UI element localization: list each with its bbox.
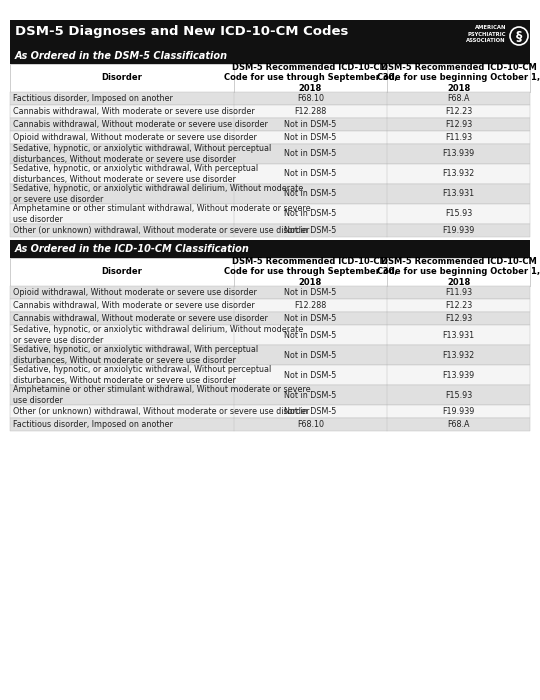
Bar — [10, 312, 530, 325]
Text: F12.23: F12.23 — [445, 107, 472, 116]
Bar — [10, 224, 530, 237]
Text: F12.288: F12.288 — [294, 301, 326, 310]
Bar — [10, 258, 530, 286]
Bar — [10, 118, 530, 131]
Text: F12.93: F12.93 — [445, 120, 472, 129]
Text: Disorder: Disorder — [102, 267, 142, 276]
Text: Not in DSM-5: Not in DSM-5 — [284, 391, 336, 400]
Bar — [10, 164, 530, 184]
Text: Amphetamine or other stimulant withdrawal, Without moderate or severe
use disord: Amphetamine or other stimulant withdrawa… — [13, 385, 310, 405]
Bar — [10, 184, 530, 204]
Text: Not in DSM-5: Not in DSM-5 — [284, 209, 336, 218]
Bar — [10, 144, 530, 164]
Text: Sedative, hypnotic, or anxiolytic withdrawal, With perceptual
disturbances, With: Sedative, hypnotic, or anxiolytic withdr… — [13, 345, 258, 365]
Text: DSM-5 Recommended ICD-10-CM
Code for use through September 30,
2018: DSM-5 Recommended ICD-10-CM Code for use… — [224, 63, 397, 93]
Text: Factitious disorder, Imposed on another: Factitious disorder, Imposed on another — [13, 420, 173, 429]
Text: Not in DSM-5: Not in DSM-5 — [284, 330, 336, 340]
Bar — [10, 64, 530, 92]
Text: F12.288: F12.288 — [294, 107, 326, 116]
Text: Not in DSM-5: Not in DSM-5 — [284, 226, 336, 235]
Text: Disorder: Disorder — [102, 74, 142, 83]
Bar — [10, 92, 530, 105]
Text: Cannabis withdrawal, Without moderate or severe use disorder: Cannabis withdrawal, Without moderate or… — [13, 120, 268, 129]
Text: Not in DSM-5: Not in DSM-5 — [284, 150, 336, 158]
Bar — [10, 405, 530, 418]
Text: Amphetamine or other stimulant withdrawal, Without moderate or severe
use disord: Amphetamine or other stimulant withdrawa… — [13, 204, 310, 224]
Bar — [10, 365, 530, 385]
Text: Sedative, hypnotic, or anxiolytic withdrawal, Without perceptual
disturbances, W: Sedative, hypnotic, or anxiolytic withdr… — [13, 365, 271, 385]
Text: F68.10: F68.10 — [297, 420, 324, 429]
Text: Not in DSM-5: Not in DSM-5 — [284, 288, 336, 297]
Text: F13.931: F13.931 — [442, 190, 475, 199]
Text: Cannabis withdrawal, Without moderate or severe use disorder: Cannabis withdrawal, Without moderate or… — [13, 314, 268, 323]
Bar — [10, 131, 530, 144]
Text: Sedative, hypnotic, or anxiolytic withdrawal, Without perceptual
disturbances, W: Sedative, hypnotic, or anxiolytic withdr… — [13, 144, 271, 164]
Text: Sedative, hypnotic, or anxiolytic withdrawal, With perceptual
disturbances, With: Sedative, hypnotic, or anxiolytic withdr… — [13, 164, 258, 183]
Text: Other (or unknown) withdrawal, Without moderate or severe use disorder: Other (or unknown) withdrawal, Without m… — [13, 407, 309, 416]
Text: F11.93: F11.93 — [445, 288, 472, 297]
Text: F19.939: F19.939 — [442, 226, 475, 235]
Text: F68.A: F68.A — [447, 420, 470, 429]
Text: F13.939: F13.939 — [442, 370, 475, 379]
Bar — [10, 299, 530, 312]
Text: Not in DSM-5: Not in DSM-5 — [284, 133, 336, 142]
Text: F19.939: F19.939 — [442, 407, 475, 416]
Text: F15.93: F15.93 — [445, 209, 472, 218]
Text: F68.10: F68.10 — [297, 94, 324, 103]
Text: Opioid withdrawal, Without moderate or severe use disorder: Opioid withdrawal, Without moderate or s… — [13, 133, 257, 142]
Text: Other (or unknown) withdrawal, Without moderate or severe use disorder: Other (or unknown) withdrawal, Without m… — [13, 226, 309, 235]
Text: Not in DSM-5: Not in DSM-5 — [284, 351, 336, 360]
Text: Not in DSM-5: Not in DSM-5 — [284, 370, 336, 379]
Bar — [10, 325, 530, 345]
Text: Not in DSM-5: Not in DSM-5 — [284, 190, 336, 199]
Bar — [10, 286, 530, 299]
Text: F13.939: F13.939 — [442, 150, 475, 158]
Text: Not in DSM-5: Not in DSM-5 — [284, 169, 336, 178]
Text: As Ordered in the ICD-10-CM Classification: As Ordered in the ICD-10-CM Classificati… — [15, 244, 250, 254]
Text: DSM-5 Recommended ICD-10-CM
Code for use through September 30,
2018: DSM-5 Recommended ICD-10-CM Code for use… — [224, 257, 397, 287]
Text: F13.932: F13.932 — [442, 351, 475, 360]
Text: F11.93: F11.93 — [445, 133, 472, 142]
Text: Not in DSM-5: Not in DSM-5 — [284, 407, 336, 416]
Bar — [10, 345, 530, 365]
Bar — [10, 240, 530, 258]
Bar — [10, 20, 530, 64]
Text: F15.93: F15.93 — [445, 391, 472, 400]
Text: F13.931: F13.931 — [442, 330, 475, 340]
Bar — [10, 105, 530, 118]
Text: DSM-5 Recommended ICD-10-CM
Code for use beginning October 1,
2018: DSM-5 Recommended ICD-10-CM Code for use… — [377, 63, 540, 93]
Text: Sedative, hypnotic, or anxiolytic withdrawal delirium, Without moderate
or sever: Sedative, hypnotic, or anxiolytic withdr… — [13, 184, 303, 204]
Text: Factitious disorder, Imposed on another: Factitious disorder, Imposed on another — [13, 94, 173, 103]
Text: F12.93: F12.93 — [445, 314, 472, 323]
Bar — [10, 418, 530, 431]
Text: §: § — [516, 29, 522, 43]
Text: Not in DSM-5: Not in DSM-5 — [284, 120, 336, 129]
Text: Not in DSM-5: Not in DSM-5 — [284, 314, 336, 323]
Text: F13.932: F13.932 — [442, 169, 475, 178]
Text: As Ordered in the DSM-5 Classification: As Ordered in the DSM-5 Classification — [15, 51, 228, 61]
Text: Opioid withdrawal, Without moderate or severe use disorder: Opioid withdrawal, Without moderate or s… — [13, 288, 257, 297]
Text: DSM-5 Recommended ICD-10-CM
Code for use beginning October 1,
2018: DSM-5 Recommended ICD-10-CM Code for use… — [377, 257, 540, 287]
Text: Cannabis withdrawal, With moderate or severe use disorder: Cannabis withdrawal, With moderate or se… — [13, 301, 255, 310]
Bar — [10, 385, 530, 405]
Text: F12.23: F12.23 — [445, 301, 472, 310]
Text: F68.A: F68.A — [447, 94, 470, 103]
Text: Sedative, hypnotic, or anxiolytic withdrawal delirium, Without moderate
or sever: Sedative, hypnotic, or anxiolytic withdr… — [13, 326, 303, 344]
Text: DSM-5 Diagnoses and New ICD-10-CM Codes: DSM-5 Diagnoses and New ICD-10-CM Codes — [15, 25, 348, 38]
Text: AMERICAN
PSYCHIATRIC
ASSOCIATION: AMERICAN PSYCHIATRIC ASSOCIATION — [467, 25, 506, 43]
Text: Cannabis withdrawal, With moderate or severe use disorder: Cannabis withdrawal, With moderate or se… — [13, 107, 255, 116]
Bar — [10, 204, 530, 224]
